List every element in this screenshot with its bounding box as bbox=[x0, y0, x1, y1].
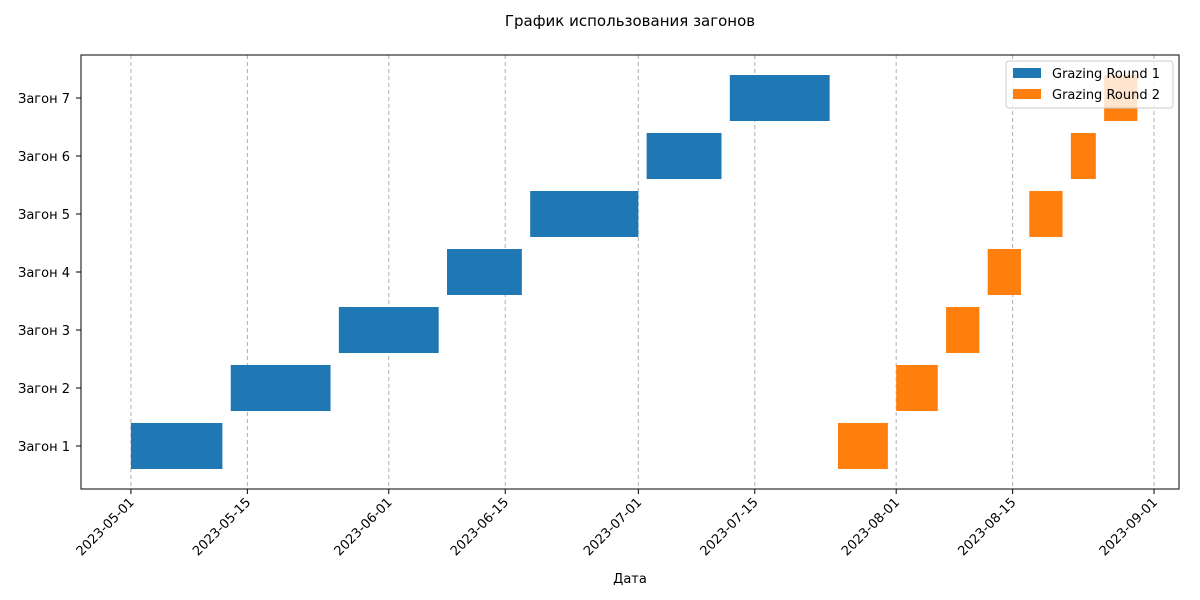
gantt-bar-round-2-pen-2 bbox=[896, 365, 938, 411]
bar-layer bbox=[130, 75, 1138, 469]
gantt-bar-round-2-pen-3 bbox=[946, 307, 980, 353]
legend-swatch-round-1 bbox=[1013, 68, 1041, 78]
legend: Grazing Round 1 Grazing Round 2 bbox=[1005, 60, 1174, 109]
legend-label-round-1: Grazing Round 1 bbox=[1052, 67, 1160, 82]
y-tick-label: Загон 4 bbox=[18, 266, 70, 281]
gantt-bar-round-1-pen-1 bbox=[130, 423, 223, 469]
y-tick-label: Загон 3 bbox=[18, 324, 70, 339]
gantt-bar-round-1-pen-7 bbox=[729, 75, 830, 121]
gantt-bar-round-2-pen-1 bbox=[837, 423, 888, 469]
x-axis-title: Дата bbox=[613, 572, 647, 587]
gantt-bar-round-2-pen-4 bbox=[987, 249, 1021, 295]
y-tick-label: Загон 7 bbox=[18, 92, 70, 107]
legend-label-round-2: Grazing Round 2 bbox=[1052, 88, 1160, 103]
legend-swatch-round-2 bbox=[1013, 89, 1041, 99]
chart-title: График использования загонов bbox=[505, 12, 755, 30]
gantt-bar-round-1-pen-4 bbox=[447, 249, 522, 295]
y-tick-label: Загон 6 bbox=[18, 150, 70, 165]
gantt-bar-round-2-pen-5 bbox=[1029, 191, 1063, 237]
gantt-bar-round-1-pen-5 bbox=[530, 191, 639, 237]
gantt-bar-round-1-pen-6 bbox=[646, 133, 722, 179]
y-tick-label: Загон 1 bbox=[18, 440, 70, 455]
y-axis: Загон 1 Загон 2 Загон 3 Загон 4 Загон 5 Загон… bbox=[18, 92, 81, 455]
gantt-bar-round-1-pen-3 bbox=[338, 307, 439, 353]
legend-box bbox=[1005, 60, 1174, 109]
gantt-bar-round-2-pen-6 bbox=[1070, 133, 1096, 179]
gantt-bar-round-1-pen-2 bbox=[230, 365, 331, 411]
y-tick-label: Загон 5 bbox=[18, 208, 70, 223]
y-tick-label: Загон 2 bbox=[18, 382, 70, 397]
